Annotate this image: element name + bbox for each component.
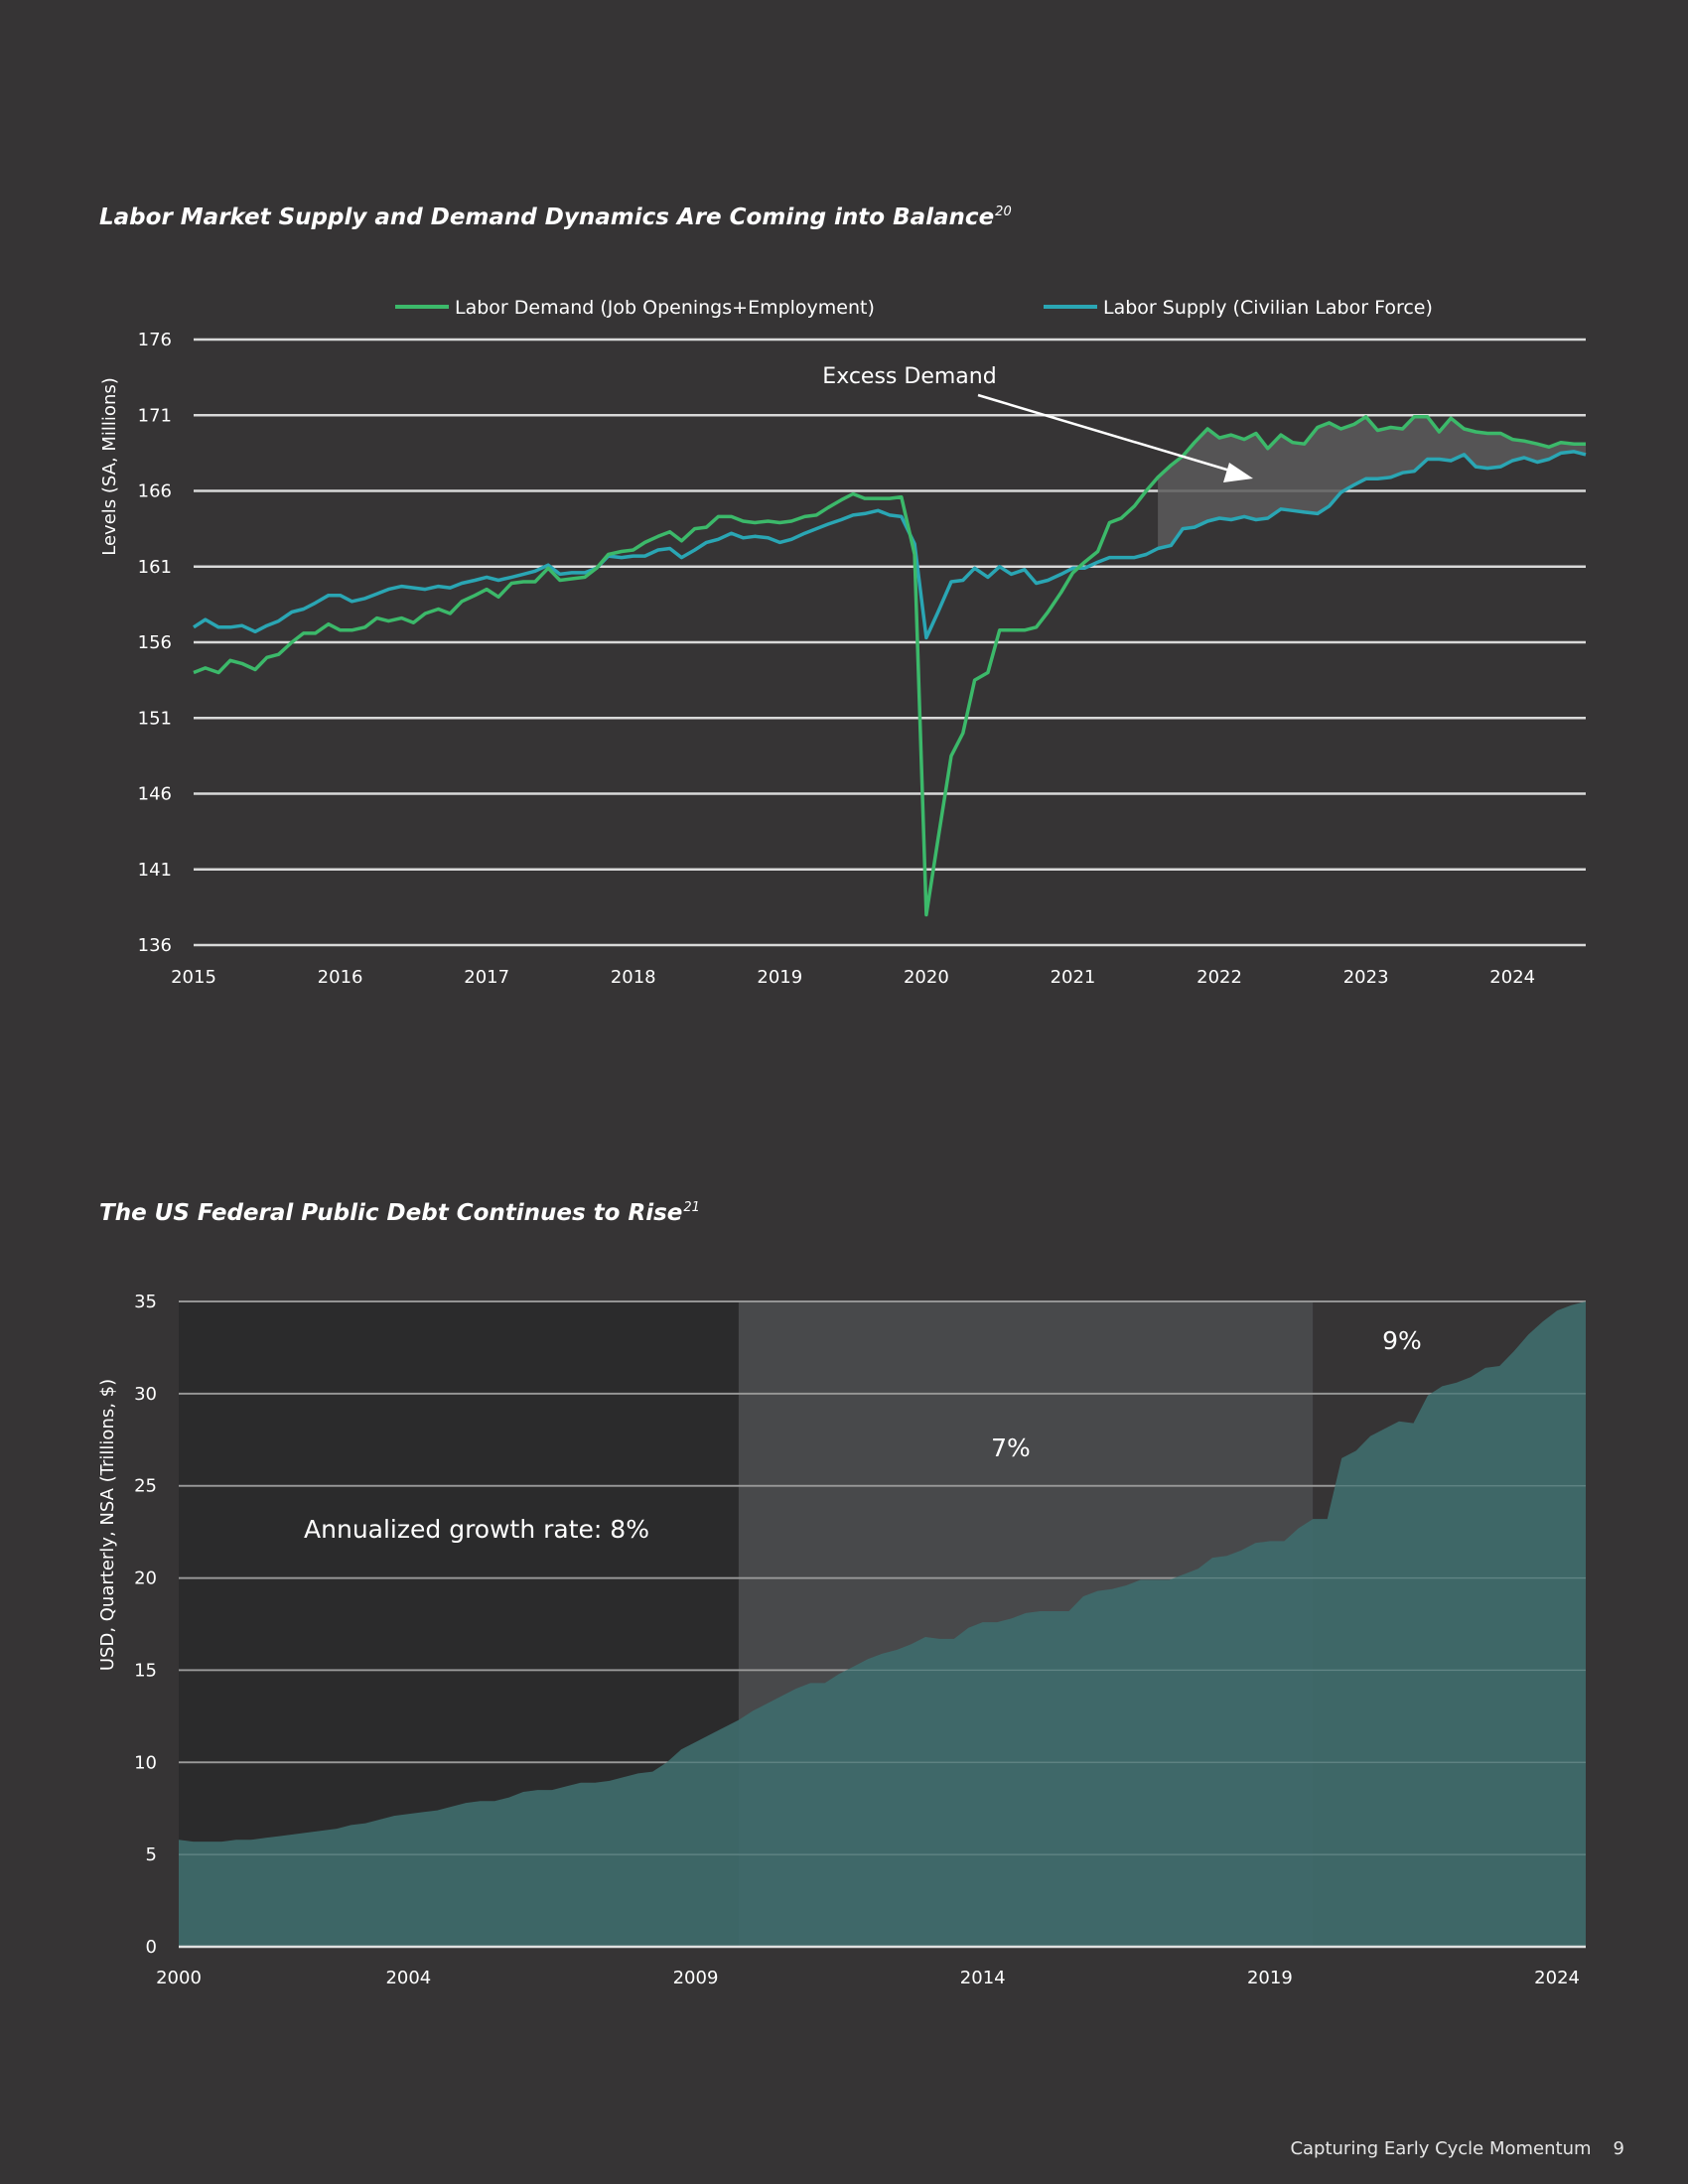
growth-rate-label-1: Annualized growth rate: 8% <box>304 1515 649 1544</box>
x-tick-label: 2014 <box>960 1968 1006 1988</box>
y-tick-label: 151 <box>138 708 172 729</box>
x-tick-label: 2024 <box>1489 967 1535 988</box>
growth-rate-label-2: 7% <box>991 1433 1031 1462</box>
y-axis-label: Levels (SA, Millions) <box>99 377 120 556</box>
y-tick-label: 146 <box>138 784 172 805</box>
x-tick-label: 2021 <box>1051 967 1096 988</box>
chart2-title: The US Federal Public Debt Continues to … <box>99 1200 700 1226</box>
y-tick-label: 10 <box>134 1752 157 1773</box>
x-tick-label: 2023 <box>1343 967 1389 988</box>
chart1-title-footnote: 20 <box>995 205 1012 220</box>
legend-label-supply: Labor Supply (Civilian Labor Force) <box>1103 297 1433 319</box>
excess-demand-annotation: Excess Demand <box>822 364 996 389</box>
page-number: 9 <box>1613 2138 1624 2159</box>
labor-market-chart: Labor Demand (Job Openings+Employment) La… <box>99 297 1587 988</box>
y-tick-label: 156 <box>138 632 172 653</box>
x-tick-label: 2004 <box>385 1968 431 1988</box>
x-tick-label: 2018 <box>611 967 656 988</box>
page-footer: Capturing Early Cycle Momentum 9 <box>1290 2138 1624 2159</box>
y-tick-label: 141 <box>138 860 172 881</box>
legend-label-demand: Labor Demand (Job Openings+Employment) <box>455 297 875 319</box>
chart1-title-text: Labor Market Supply and Demand Dynamics … <box>99 205 995 230</box>
x-tick-label: 2000 <box>156 1968 202 1988</box>
y-tick-label: 30 <box>134 1384 157 1405</box>
y-tick-label: 20 <box>134 1569 157 1589</box>
y-tick-label: 35 <box>134 1292 157 1312</box>
annotation-arrow-head <box>1223 463 1253 482</box>
y-axis-label: USD, Quarterly, NSA (Trillions, $) <box>97 1379 118 1671</box>
x-tick-label: 2024 <box>1534 1968 1580 1988</box>
y-tick-label: 171 <box>138 405 172 426</box>
y-tick-label: 0 <box>146 1937 157 1958</box>
federal-debt-chart: USD, Quarterly, NSA (Trillions, $) 35 30 25… <box>97 1292 1586 1988</box>
footer-text: Capturing Early Cycle Momentum <box>1290 2138 1592 2159</box>
chart2-title-footnote: 21 <box>683 1200 700 1216</box>
y-tick-label: 166 <box>138 481 172 502</box>
y-tick-label: 176 <box>138 330 172 350</box>
chart2-title-text: The US Federal Public Debt Continues to … <box>99 1200 683 1226</box>
excess-demand-area <box>1158 416 1586 549</box>
x-tick-label: 2015 <box>171 967 216 988</box>
y-tick-label: 136 <box>138 935 172 956</box>
growth-rate-label-3: 9% <box>1382 1326 1422 1355</box>
chart1-title: Labor Market Supply and Demand Dynamics … <box>99 205 1012 230</box>
y-tick-label: 25 <box>134 1476 157 1497</box>
annotation-arrow-line <box>977 393 1234 474</box>
demand-line <box>193 415 1586 917</box>
debt-area <box>179 1301 1586 1947</box>
x-tick-label: 2019 <box>757 967 802 988</box>
y-tick-label: 5 <box>146 1844 157 1865</box>
x-tick-label: 2009 <box>673 1968 719 1988</box>
supply-line <box>193 450 1587 640</box>
y-tick-label: 161 <box>138 557 172 578</box>
x-tick-label: 2020 <box>904 967 949 988</box>
x-tick-label: 2022 <box>1196 967 1242 988</box>
x-tick-label: 2019 <box>1247 1968 1293 1988</box>
x-tick-label: 2017 <box>464 967 509 988</box>
y-tick-label: 15 <box>134 1660 157 1681</box>
x-tick-label: 2016 <box>318 967 363 988</box>
